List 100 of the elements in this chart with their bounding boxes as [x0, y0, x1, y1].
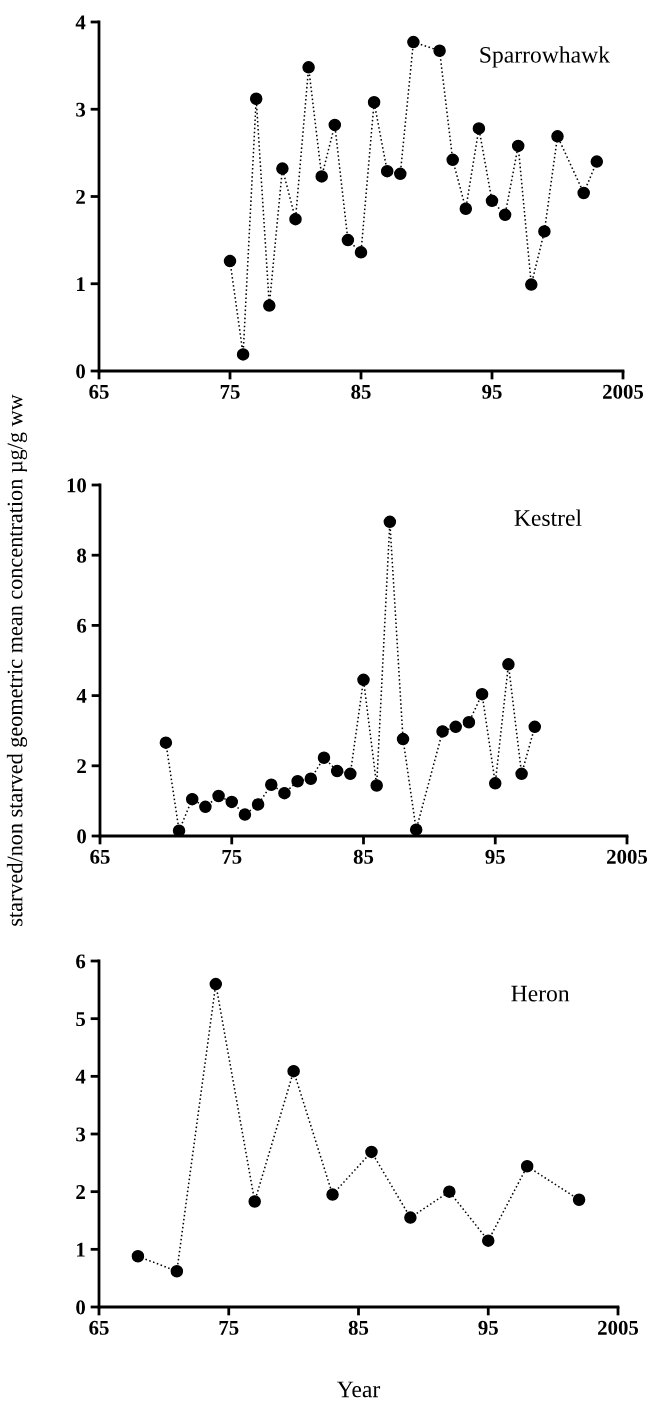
point [317, 751, 331, 764]
point [172, 824, 186, 836]
x-tick-label: 75 [220, 385, 240, 399]
x-tick-label: 65 [89, 1320, 109, 1335]
y-tick-label: 1 [77, 277, 85, 291]
point [436, 725, 449, 738]
point [248, 1195, 261, 1208]
point [278, 786, 291, 800]
x-tick-label: 75 [219, 1321, 239, 1335]
point [365, 1145, 378, 1159]
point [223, 254, 237, 268]
point [291, 774, 304, 788]
point [475, 687, 489, 701]
point [263, 299, 276, 312]
x-tick-label: 65 [90, 849, 110, 864]
point [572, 1193, 586, 1206]
x-tick-label: 85 [348, 1320, 369, 1335]
y-tick-label: 10 [67, 478, 87, 493]
point [225, 795, 239, 809]
point [590, 155, 604, 168]
text: Heron [511, 985, 570, 1002]
point [520, 1160, 534, 1173]
y-tick-label: 0 [77, 829, 87, 844]
y-tick-label: 0 [76, 1300, 86, 1315]
y-tick-label: 4 [75, 1069, 86, 1084]
x-tick-label: 95 [482, 384, 502, 399]
text: Sparrowhawk [480, 46, 610, 68]
x-tick-label: 2005 [607, 849, 648, 864]
x-tick-label: 85 [351, 384, 371, 399]
x-tick-label: 85 [353, 849, 374, 864]
point [354, 246, 368, 259]
y-tick-label: 3 [76, 102, 86, 117]
y-tick-label: 2 [77, 759, 86, 774]
point [370, 779, 383, 792]
point [449, 720, 462, 734]
point [185, 792, 199, 806]
point [330, 764, 344, 778]
point [511, 139, 525, 153]
y-tick-label: 0 [76, 364, 86, 379]
y-tick-label: 4 [75, 15, 86, 30]
point [538, 225, 551, 238]
point [488, 777, 502, 790]
point [380, 164, 394, 178]
point [502, 658, 515, 671]
point [159, 736, 173, 749]
point [446, 153, 459, 167]
y-tick-label: 4 [76, 689, 87, 703]
point [287, 1064, 300, 1078]
point [433, 44, 446, 58]
y-axis-title: starved/non starved geometric mean concentration µg/g ww [6, 394, 28, 926]
x-tick-label: 2005 [603, 384, 644, 399]
point [396, 732, 410, 746]
point [525, 278, 538, 291]
point [289, 212, 302, 226]
point [443, 1185, 456, 1198]
point [577, 186, 590, 200]
x-axis-title: Year [337, 1381, 381, 1398]
point [315, 170, 328, 183]
point [199, 800, 212, 814]
point [251, 798, 265, 811]
point [170, 1264, 184, 1278]
point [341, 233, 355, 247]
y-tick-label: 6 [77, 618, 87, 633]
point [357, 673, 370, 687]
point [407, 35, 420, 49]
x-tick-label: 2005 [598, 1320, 639, 1335]
point [528, 720, 542, 734]
point [404, 1211, 417, 1224]
point [551, 130, 564, 143]
point [409, 823, 423, 836]
point [304, 772, 318, 786]
point [209, 977, 223, 991]
point [394, 167, 407, 181]
y-tick-label: 1 [77, 1242, 85, 1257]
x-tick-label: 65 [89, 384, 109, 399]
point [326, 1188, 339, 1201]
point [344, 767, 357, 781]
y-tick-label: 5 [76, 1012, 86, 1027]
point [481, 1234, 495, 1247]
point [515, 767, 528, 781]
point [238, 808, 252, 821]
x-tick-label: 75 [222, 850, 242, 864]
x-tick-label: 95 [485, 849, 505, 864]
point [472, 122, 486, 135]
point [328, 118, 342, 132]
point [367, 96, 381, 109]
y-tick-label: 6 [76, 954, 86, 969]
point [276, 162, 289, 175]
text: Kestrel [514, 509, 582, 527]
point [459, 202, 473, 215]
y-tick-label: 8 [77, 548, 87, 563]
point [236, 348, 250, 361]
x-tick-label: 95 [478, 1320, 498, 1335]
y-tick-label: 2 [76, 189, 85, 204]
point [249, 92, 263, 106]
y-tick-label: 3 [76, 1127, 86, 1142]
point [265, 778, 278, 792]
y-tick-label: 2 [76, 1185, 85, 1199]
point [462, 716, 476, 729]
point [131, 1250, 145, 1263]
